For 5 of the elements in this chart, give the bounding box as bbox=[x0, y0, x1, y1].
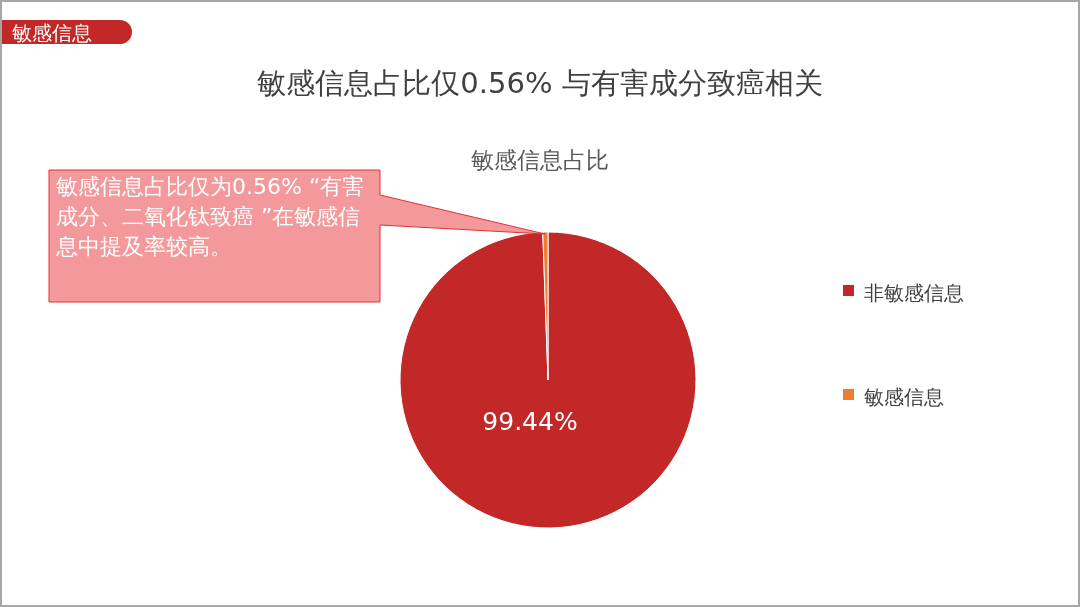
data-label: 99.44% bbox=[482, 407, 578, 436]
legend-label: 非敏感信息 bbox=[864, 281, 964, 305]
legend-label: 敏感信息 bbox=[864, 385, 944, 409]
chart-title: 敏感信息占比仅0.56% 与有害成分致癌相关 bbox=[257, 66, 823, 100]
text: 敏感信息 bbox=[12, 21, 92, 45]
